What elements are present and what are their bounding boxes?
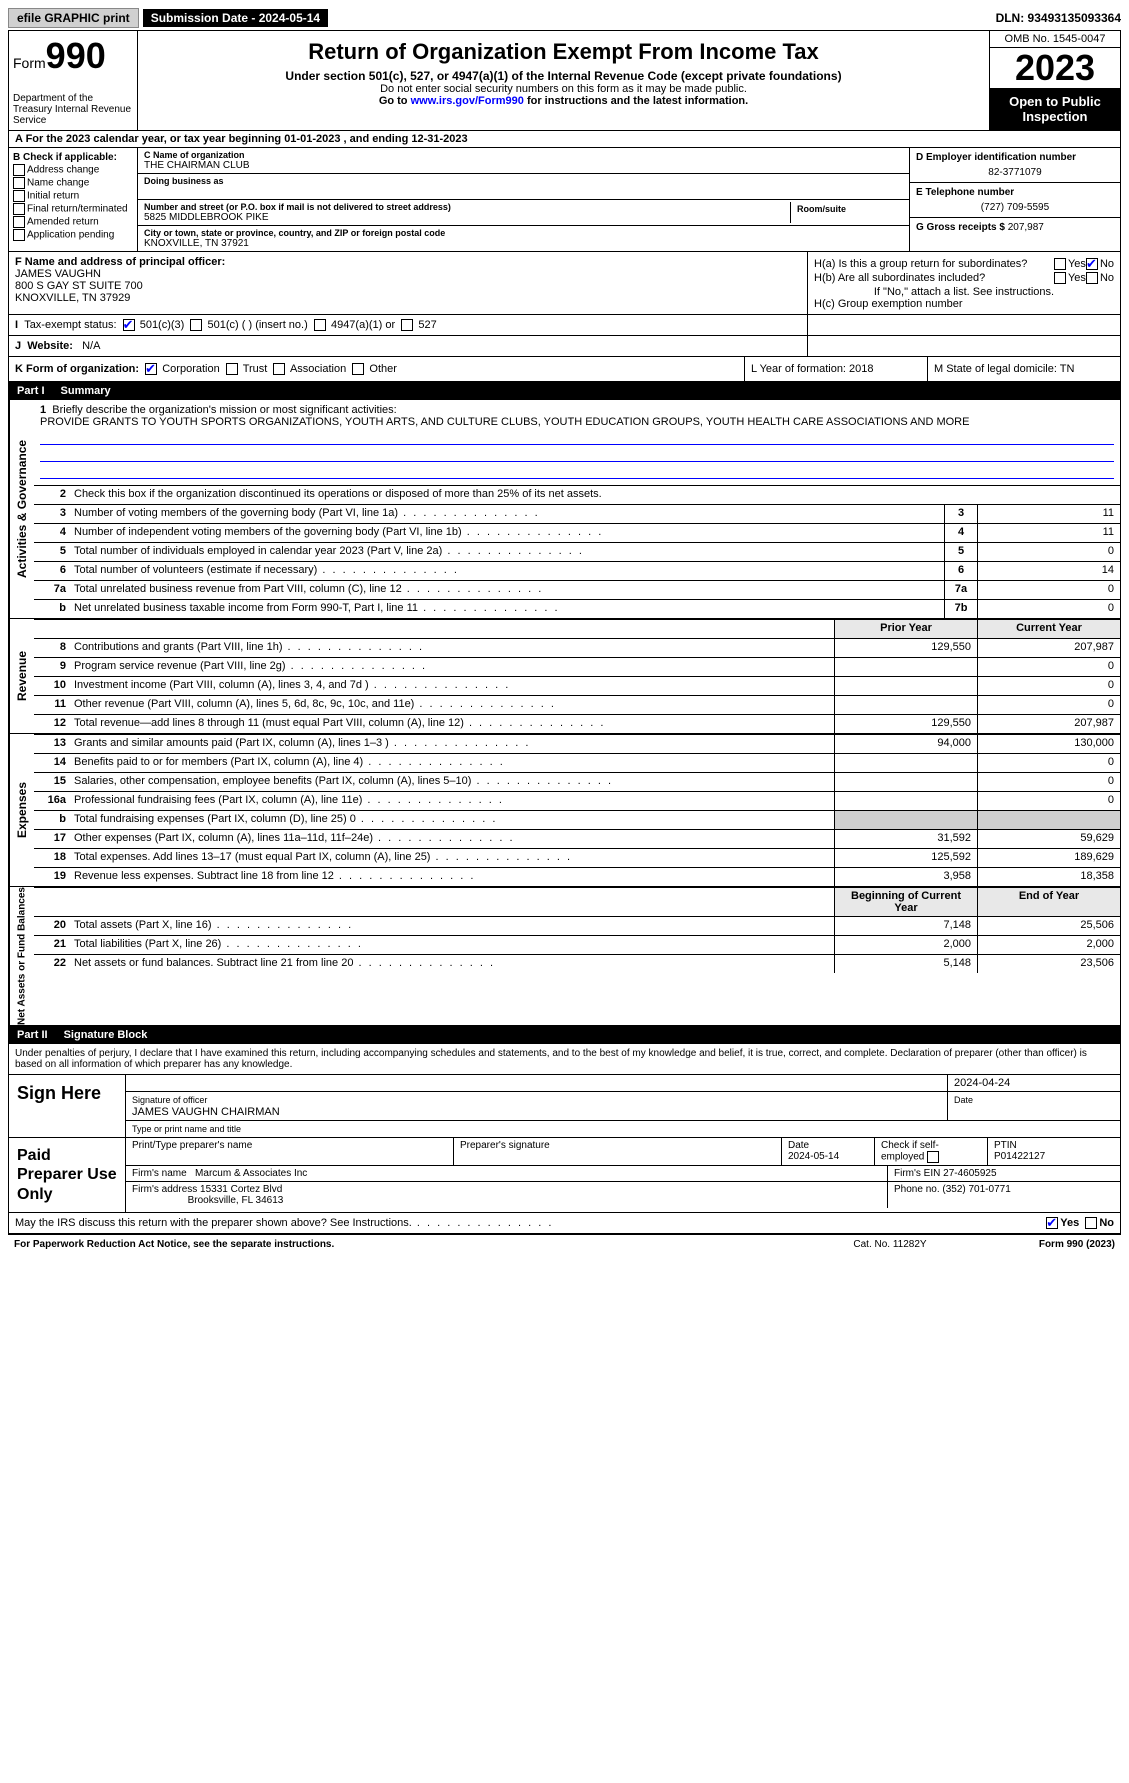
summary-row: 21Total liabilities (Part X, line 26)2,0…	[34, 935, 1120, 954]
state-domicile: M State of legal domicile: TN	[927, 357, 1120, 381]
discuss-row: May the IRS discuss this return with the…	[9, 1213, 1120, 1234]
instructions-link[interactable]: www.irs.gov/Form990	[411, 95, 524, 107]
footer: For Paperwork Reduction Act Notice, see …	[8, 1235, 1121, 1254]
tax-year: 2023	[990, 48, 1120, 88]
col-d: D Employer identification number82-37710…	[909, 148, 1120, 251]
activities-governance: Activities & Governance 1 Briefly descri…	[9, 400, 1120, 619]
summary-row: 8Contributions and grants (Part VIII, li…	[34, 638, 1120, 657]
summary-row: 4Number of independent voting members of…	[34, 523, 1120, 542]
officer-sig: JAMES VAUGHN CHAIRMAN	[132, 1106, 280, 1118]
section-bcd: B Check if applicable: Address change Na…	[9, 148, 1120, 252]
dept: Department of the Treasury Internal Reve…	[13, 93, 133, 126]
col-b: B Check if applicable: Address change Na…	[9, 148, 138, 251]
firm-name: Marcum & Associates Inc	[195, 1168, 307, 1179]
summary-row: 22Net assets or fund balances. Subtract …	[34, 954, 1120, 973]
summary-row: bNet unrelated business taxable income f…	[34, 599, 1120, 618]
part1-header: Part ISummary	[9, 382, 1120, 400]
sign-date: 2024-04-24	[948, 1075, 1120, 1091]
submission-date: Submission Date - 2024-05-14	[143, 9, 328, 27]
section-fh: F Name and address of principal officer:…	[9, 252, 1120, 315]
summary-row: 19Revenue less expenses. Subtract line 1…	[34, 867, 1120, 886]
chk-amended[interactable]: Amended return	[13, 216, 133, 228]
part2-header: Part IISignature Block	[9, 1026, 1120, 1044]
summary-row: 5Total number of individuals employed in…	[34, 542, 1120, 561]
city: KNOXVILLE, TN 37921	[144, 238, 903, 249]
summary-row: 18Total expenses. Add lines 13–17 (must …	[34, 848, 1120, 867]
header: Form990 Department of the Treasury Inter…	[9, 31, 1120, 131]
year-formation: L Year of formation: 2018	[744, 357, 927, 381]
topbar: efile GRAPHIC print Submission Date - 20…	[8, 8, 1121, 28]
efile-btn[interactable]: efile GRAPHIC print	[8, 8, 139, 28]
subtitle2: Do not enter social security numbers on …	[142, 83, 985, 95]
summary-row: 14Benefits paid to or for members (Part …	[34, 753, 1120, 772]
officer-name: JAMES VAUGHN	[15, 268, 801, 280]
chk-pending[interactable]: Application pending	[13, 229, 133, 241]
summary-row: 17Other expenses (Part IX, column (A), l…	[34, 829, 1120, 848]
row-a: A For the 2023 calendar year, or tax yea…	[9, 131, 1120, 148]
discuss-no[interactable]	[1085, 1217, 1097, 1229]
summary-row: 16aProfessional fundraising fees (Part I…	[34, 791, 1120, 810]
summary-row: 15Salaries, other compensation, employee…	[34, 772, 1120, 791]
ein: 82-3771079	[916, 167, 1114, 178]
chk-addr[interactable]: Address change	[13, 164, 133, 176]
street: 5825 MIDDLEBROOK PIKE	[144, 212, 790, 223]
chk-initial[interactable]: Initial return	[13, 190, 133, 202]
form-number: Form990	[13, 35, 133, 77]
ptin: P01422127	[994, 1151, 1045, 1162]
org-name: THE CHAIRMAN CLUB	[144, 160, 903, 171]
firm-ein: 27-4605925	[943, 1168, 996, 1179]
revenue: Revenue Prior YearCurrent Year 8Contribu…	[9, 619, 1120, 734]
title: Return of Organization Exempt From Incom…	[142, 39, 985, 65]
hb-no[interactable]	[1086, 272, 1098, 284]
ha-no[interactable]	[1086, 258, 1098, 270]
mission-text: PROVIDE GRANTS TO YOUTH SPORTS ORGANIZAT…	[40, 416, 969, 428]
sign-here: Sign Here 2024-04-24 Signature of office…	[9, 1075, 1120, 1138]
summary-row: 13Grants and similar amounts paid (Part …	[34, 734, 1120, 753]
row-klm: K Form of organization: Corporation Trus…	[9, 357, 1120, 382]
col-c: C Name of organizationTHE CHAIRMAN CLUB …	[138, 148, 909, 251]
summary-row: 9Program service revenue (Part VIII, lin…	[34, 657, 1120, 676]
summary-row: 20Total assets (Part X, line 16)7,14825,…	[34, 916, 1120, 935]
expenses: Expenses 13Grants and similar amounts pa…	[9, 734, 1120, 887]
form-outer: Form990 Department of the Treasury Inter…	[8, 30, 1121, 1235]
col-h: H(a) Is this a group return for subordin…	[807, 252, 1120, 314]
gross: 207,987	[1008, 222, 1044, 233]
summary-row: 7aTotal unrelated business revenue from …	[34, 580, 1120, 599]
prep-phone: (352) 701-0771	[942, 1184, 1010, 1195]
summary-row: 10Investment income (Part VIII, column (…	[34, 676, 1120, 695]
ha-yes[interactable]	[1054, 258, 1066, 270]
chk-final[interactable]: Final return/terminated	[13, 203, 133, 215]
row-j: J Website: N/A	[9, 336, 1120, 357]
omb: OMB No. 1545-0047	[990, 31, 1120, 48]
row-i: I Tax-exempt status: 501(c)(3) 501(c) ( …	[9, 315, 1120, 336]
chk-name[interactable]: Name change	[13, 177, 133, 189]
hb-yes[interactable]	[1054, 272, 1066, 284]
summary-row: 6Total number of volunteers (estimate if…	[34, 561, 1120, 580]
subtitle1: Under section 501(c), 527, or 4947(a)(1)…	[142, 69, 985, 83]
net-assets: Net Assets or Fund Balances Beginning of…	[9, 887, 1120, 1026]
summary-row: 3Number of voting members of the governi…	[34, 504, 1120, 523]
summary-row: 12Total revenue—add lines 8 through 11 (…	[34, 714, 1120, 733]
dln: DLN: 93493135093364	[996, 11, 1121, 25]
open-inspection: Open to Public Inspection	[990, 88, 1120, 130]
paid-preparer: Paid Preparer Use Only Print/Type prepar…	[9, 1138, 1120, 1213]
sig-intro: Under penalties of perjury, I declare th…	[9, 1044, 1120, 1075]
col-f: F Name and address of principal officer:…	[9, 252, 807, 314]
phone: (727) 709-5595	[916, 202, 1114, 213]
discuss-yes[interactable]	[1046, 1217, 1058, 1229]
subtitle3: Go to www.irs.gov/Form990 for instructio…	[142, 95, 985, 107]
summary-row: 11Other revenue (Part VIII, column (A), …	[34, 695, 1120, 714]
summary-row: bTotal fundraising expenses (Part IX, co…	[34, 810, 1120, 829]
